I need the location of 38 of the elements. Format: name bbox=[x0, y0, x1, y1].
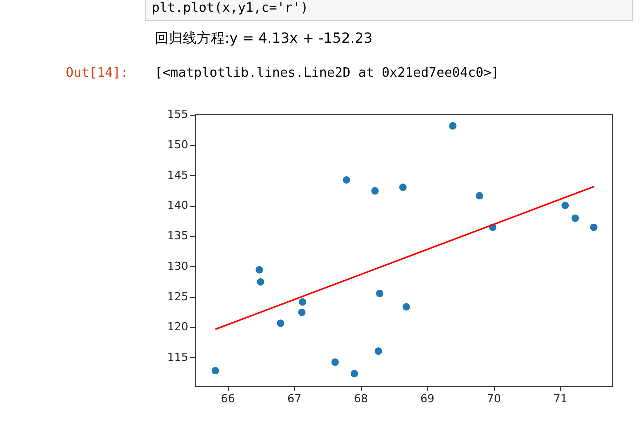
point bbox=[402, 303, 410, 311]
y-tick-label: 120 bbox=[168, 320, 188, 334]
point bbox=[350, 370, 358, 378]
y-tick-label: 135 bbox=[168, 230, 188, 243]
y-tick-label: 155 bbox=[168, 108, 188, 122]
y-tick-label: 140 bbox=[168, 199, 188, 212]
point bbox=[374, 348, 382, 356]
point bbox=[476, 192, 484, 200]
point bbox=[298, 308, 306, 316]
point bbox=[590, 224, 598, 232]
point bbox=[342, 176, 350, 184]
point bbox=[572, 214, 580, 222]
text: plt.plot(x,y1,c='r') bbox=[145, 0, 633, 21]
point bbox=[562, 202, 570, 210]
point bbox=[372, 187, 379, 195]
x-tick-label: 66 bbox=[221, 392, 236, 406]
point bbox=[299, 298, 306, 306]
x-tick-label: 71 bbox=[554, 392, 568, 406]
text: 回归线方程:y = 4.13x + -152.23 bbox=[155, 30, 373, 48]
point bbox=[376, 290, 384, 298]
point bbox=[399, 184, 407, 192]
point bbox=[332, 358, 340, 366]
point bbox=[212, 367, 220, 375]
y-tick-label: 150 bbox=[168, 138, 188, 152]
y-tick-label: 115 bbox=[168, 350, 188, 364]
text: [<matplotlib.lines.Line2D at 0x21ed7ee04c0>] bbox=[155, 66, 500, 81]
point bbox=[256, 266, 264, 274]
y-tick-label: 125 bbox=[168, 290, 188, 304]
point bbox=[277, 320, 284, 328]
y-tick-label: 130 bbox=[168, 260, 188, 273]
x-tick-label: 67 bbox=[288, 392, 302, 406]
y-tick-label: 145 bbox=[168, 168, 188, 182]
x-tick-label: 68 bbox=[354, 392, 368, 406]
text: Out[14]: bbox=[66, 66, 129, 81]
x-tick-label: 69 bbox=[420, 392, 435, 406]
point bbox=[257, 278, 265, 286]
point bbox=[449, 122, 457, 130]
x-tick-label: 70 bbox=[487, 392, 502, 406]
